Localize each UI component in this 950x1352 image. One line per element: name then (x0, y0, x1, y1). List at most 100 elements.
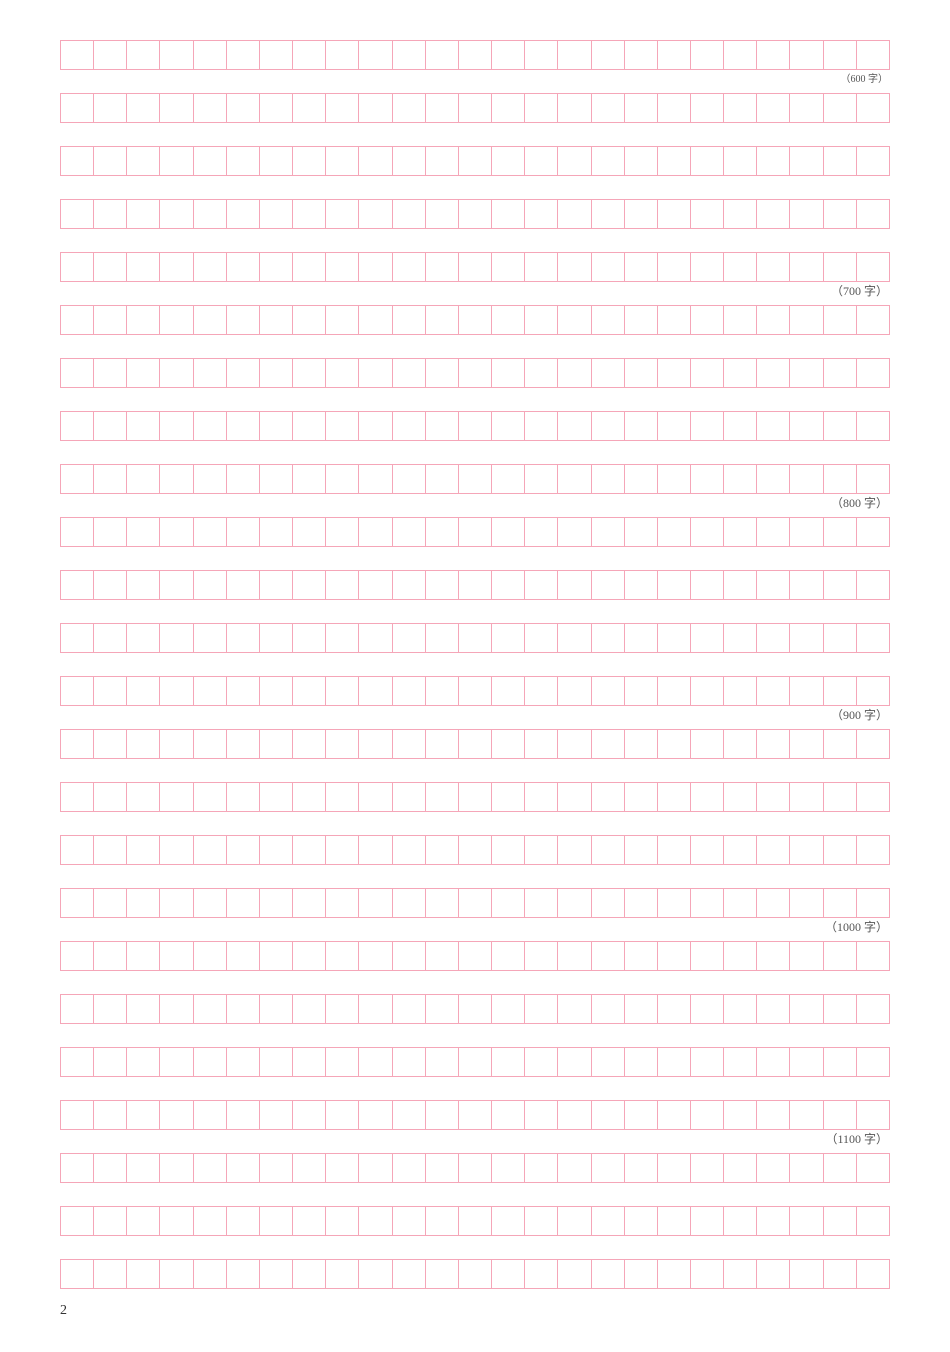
row-block (60, 93, 890, 143)
grid-cell (260, 1207, 293, 1235)
grid-cell (757, 359, 790, 387)
grid-cell (293, 836, 326, 864)
grid-cell (691, 253, 724, 281)
char-count-marker: （800 字） (60, 494, 890, 514)
grid-cell (790, 465, 823, 493)
grid-cell (824, 1154, 857, 1182)
grid-cell (525, 518, 558, 546)
grid-cell (426, 147, 459, 175)
grid-cell (94, 465, 127, 493)
grid-cell (857, 465, 889, 493)
grid-cell (724, 677, 757, 705)
grid-cell (857, 306, 889, 334)
grid-cell (857, 571, 889, 599)
grid-cell (194, 253, 227, 281)
row-block (60, 941, 890, 991)
grid-cell (492, 306, 525, 334)
grid-cell (857, 200, 889, 228)
grid-cell (625, 783, 658, 811)
char-count-marker: （700 字） (60, 282, 890, 302)
grid-cell (426, 730, 459, 758)
grid-row (60, 93, 890, 123)
grid-cell (393, 306, 426, 334)
grid-cell (592, 624, 625, 652)
grid-cell (857, 1048, 889, 1076)
grid-cell (824, 730, 857, 758)
grid-cell (625, 889, 658, 917)
grid-cell (61, 518, 94, 546)
grid-cell (359, 836, 392, 864)
grid-cell (691, 465, 724, 493)
grid-cell (757, 571, 790, 599)
grid-cell (525, 465, 558, 493)
grid-cell (227, 995, 260, 1023)
grid-cell (326, 995, 359, 1023)
grid-cell (326, 518, 359, 546)
grid-cell (691, 412, 724, 440)
grid-row (60, 517, 890, 547)
grid-cell (625, 465, 658, 493)
grid-cell (757, 836, 790, 864)
grid-cell (61, 677, 94, 705)
grid-cell (857, 147, 889, 175)
grid-cell (658, 200, 691, 228)
row-block (60, 570, 890, 620)
grid-cell (260, 147, 293, 175)
grid-cell (592, 253, 625, 281)
grid-cell (194, 518, 227, 546)
grid-cell (160, 942, 193, 970)
grid-cell (359, 465, 392, 493)
grid-cell (194, 1207, 227, 1235)
grid-cell (459, 730, 492, 758)
grid-row (60, 623, 890, 653)
grid-cell (757, 412, 790, 440)
grid-cell (393, 359, 426, 387)
grid-row (60, 676, 890, 706)
grid-cell (824, 94, 857, 122)
grid-cell (127, 94, 160, 122)
grid-cell (426, 1207, 459, 1235)
grid-cell (558, 942, 591, 970)
grid-cell (691, 1260, 724, 1288)
grid-cell (492, 995, 525, 1023)
grid-cell (459, 942, 492, 970)
grid-cell (426, 200, 459, 228)
grid-cell (393, 730, 426, 758)
grid-cell (592, 942, 625, 970)
grid-cell (359, 571, 392, 599)
grid-cell (492, 730, 525, 758)
grid-cell (61, 41, 94, 69)
grid-cell (426, 41, 459, 69)
grid-cell (194, 783, 227, 811)
grid-cell (326, 783, 359, 811)
grid-cell (94, 836, 127, 864)
grid-cell (857, 412, 889, 440)
grid-cell (127, 730, 160, 758)
grid-cell (94, 624, 127, 652)
grid-cell (724, 465, 757, 493)
grid-cell (724, 147, 757, 175)
grid-cell (625, 995, 658, 1023)
grid-cell (658, 253, 691, 281)
grid-cell (227, 359, 260, 387)
grid-cell (94, 1048, 127, 1076)
grid-cell (293, 783, 326, 811)
grid-cell (94, 412, 127, 440)
grid-cell (459, 889, 492, 917)
grid-row (60, 464, 890, 494)
row-block (60, 1259, 890, 1309)
grid-cell (359, 147, 392, 175)
grid-cell (592, 571, 625, 599)
grid-cell (160, 94, 193, 122)
row-block (60, 994, 890, 1044)
grid-cell (724, 783, 757, 811)
grid-cell (824, 1101, 857, 1129)
grid-cell (326, 1154, 359, 1182)
grid-cell (393, 571, 426, 599)
grid-cell (326, 41, 359, 69)
grid-cell (260, 306, 293, 334)
grid-cell (558, 730, 591, 758)
grid-cell (160, 465, 193, 493)
grid-cell (61, 889, 94, 917)
grid-cell (260, 995, 293, 1023)
